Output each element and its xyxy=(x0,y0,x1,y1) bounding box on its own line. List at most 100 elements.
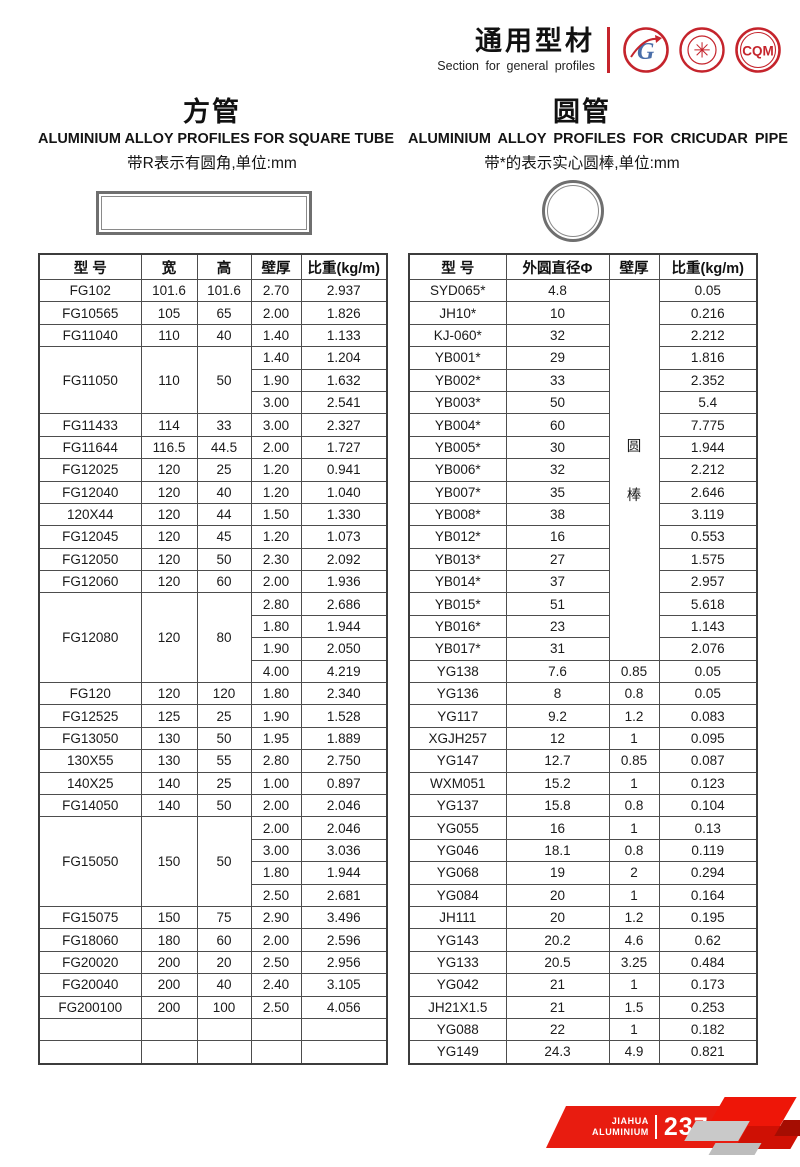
cell-width: 101.6 xyxy=(140,278,198,303)
cell-model: YB006* xyxy=(408,458,507,482)
cell-thickness: 1.40 xyxy=(250,323,302,348)
table-row: FG20020 200 20 2.50 2.956 xyxy=(38,950,388,975)
cell-width: 125 xyxy=(140,704,198,728)
table-row: 4.00 4.219 xyxy=(39,659,388,684)
cell-diameter: 16 xyxy=(505,816,610,840)
cell-model: JH10* xyxy=(408,301,507,325)
square-tube-table: 型 号宽高壁厚 比重(kg/m) FG102 101.6 101.6 2.70 2.937… xyxy=(38,253,388,1065)
cell-height: 50 xyxy=(196,547,252,572)
cell-model: YG137 xyxy=(408,793,507,818)
column-header: 比重(kg/m) xyxy=(658,253,758,280)
page-header: 通用型材 Section for general profiles G ✳ CQ… xyxy=(437,26,782,74)
table-row: FG12060 120 60 2.00 1.936 xyxy=(38,570,388,594)
cell-weight: 1.936 xyxy=(300,570,388,594)
cell-height xyxy=(196,1017,252,1042)
cell-weight: 0.253 xyxy=(658,995,758,1019)
cell-height: 75 xyxy=(196,905,252,930)
cell-weight: 1.040 xyxy=(300,480,388,504)
column-header: 高 xyxy=(196,253,252,280)
cell-model: KJ-060* xyxy=(408,323,507,348)
cell-thickness: 2 xyxy=(608,861,660,885)
column-header: 比重(kg/m) xyxy=(300,253,388,280)
table-row: 3.00 3.036 xyxy=(39,838,388,863)
cell-model: YB014* xyxy=(408,570,507,594)
cell-weight: 0.897 xyxy=(300,771,388,795)
cell-thickness: 0.85 xyxy=(608,749,660,773)
table-row: YG117 9.2 1.2 0.083 xyxy=(408,704,758,728)
cell-thickness: 1 xyxy=(608,973,660,997)
cell-height: 60 xyxy=(196,928,252,952)
cell-diameter: 31 xyxy=(505,637,610,661)
cell-weight: 0.05 xyxy=(658,682,758,706)
cell-diameter: 23 xyxy=(505,614,610,639)
cell-thickness: 1.80 xyxy=(250,682,302,706)
cell-model: FG11050 xyxy=(38,346,142,415)
cell-thickness: 3.25 xyxy=(608,950,660,975)
cell-thickness: 2.00 xyxy=(250,816,302,840)
cell-weight: 1.826 xyxy=(300,301,388,325)
cell-model: FG12060 xyxy=(38,570,142,594)
cell-weight: 0.195 xyxy=(658,905,758,930)
cell-width: 140 xyxy=(140,793,198,818)
cell-model: YG046 xyxy=(408,838,507,863)
cell-model: FG12025 xyxy=(38,458,142,482)
cell-weight: 0.484 xyxy=(658,950,758,975)
cell-height: 101.6 xyxy=(196,278,252,303)
cell-model: FG11040 xyxy=(38,323,142,348)
cell-width: 140 xyxy=(140,771,198,795)
cell-width: 180 xyxy=(140,928,198,952)
cell-height: 25 xyxy=(196,771,252,795)
cell-height: 50 xyxy=(196,346,252,415)
table-row: JH10* 10 0.216 xyxy=(408,301,758,325)
footer-separator xyxy=(654,1115,657,1139)
cell-width: 120 xyxy=(140,682,198,706)
table-row: YB013* 27 1.575 xyxy=(408,547,758,572)
cell-model: YB001* xyxy=(408,346,507,370)
cell-height xyxy=(196,1040,252,1065)
cell-model: YG055 xyxy=(408,816,507,840)
cell-thickness: 2.80 xyxy=(250,592,302,616)
table-row: FG12045 120 45 1.20 1.073 xyxy=(38,525,388,549)
header-title-cn: 通用型材 xyxy=(475,26,595,57)
cell-height: 40 xyxy=(196,973,252,997)
cell-weight: 3.119 xyxy=(658,502,758,527)
cell-width xyxy=(140,1040,198,1065)
cell-diameter: 16 xyxy=(505,525,610,549)
cell-thickness: 2.50 xyxy=(250,950,302,975)
table-row: FG120 120 120 1.80 2.340 xyxy=(38,682,388,706)
cell-model: WXM051 xyxy=(408,771,507,795)
footer-brand: JIAHUA ALUMINIUM xyxy=(592,1116,649,1138)
cell-thickness: 1 xyxy=(608,883,660,907)
footer-gray-parallelogram xyxy=(708,1143,762,1155)
cell-diameter: 21 xyxy=(505,973,610,997)
cell-thickness: 1.50 xyxy=(250,502,302,527)
cell-weight: 1.816 xyxy=(658,346,758,370)
cell-weight: 1.944 xyxy=(300,614,388,639)
cell-weight: 0.173 xyxy=(658,973,758,997)
cell-round-bar-label: 圆棒 xyxy=(608,279,660,661)
footer-brand-line2: ALUMINIUM xyxy=(592,1127,649,1137)
cell-weight: 2.681 xyxy=(300,883,388,907)
cell-width: 130 xyxy=(140,749,198,773)
cell-height: 44 xyxy=(196,502,252,527)
cell-model: YG084 xyxy=(408,883,507,907)
cell-thickness: 3.00 xyxy=(250,838,302,863)
cell-model: YB015* xyxy=(408,592,507,616)
cell-weight: 1.073 xyxy=(300,525,388,549)
table-row: SYD065* 4.8 圆棒 0.05 xyxy=(408,278,758,661)
cell-model: FG20040 xyxy=(38,973,142,997)
cell-weight: 1.528 xyxy=(300,704,388,728)
table-row: YG046 18.1 0.8 0.119 xyxy=(408,838,758,863)
cell-model: FG11433 xyxy=(38,413,142,437)
column-header: 壁厚 xyxy=(250,253,302,280)
cell-weight: 0.164 xyxy=(658,883,758,907)
cell-model: YG042 xyxy=(408,973,507,997)
cell-weight: 0.294 xyxy=(658,861,758,885)
cell-weight: 0.13 xyxy=(658,816,758,840)
table-row: YG149 24.3 4.9 0.821 xyxy=(408,1040,758,1065)
cell-thickness: 1.90 xyxy=(250,368,302,392)
cell-width: 120 xyxy=(140,480,198,504)
cqm-certification-icon: CQM xyxy=(735,27,781,73)
cell-thickness: 1.40 xyxy=(250,346,302,370)
cell-height: 40 xyxy=(196,480,252,504)
